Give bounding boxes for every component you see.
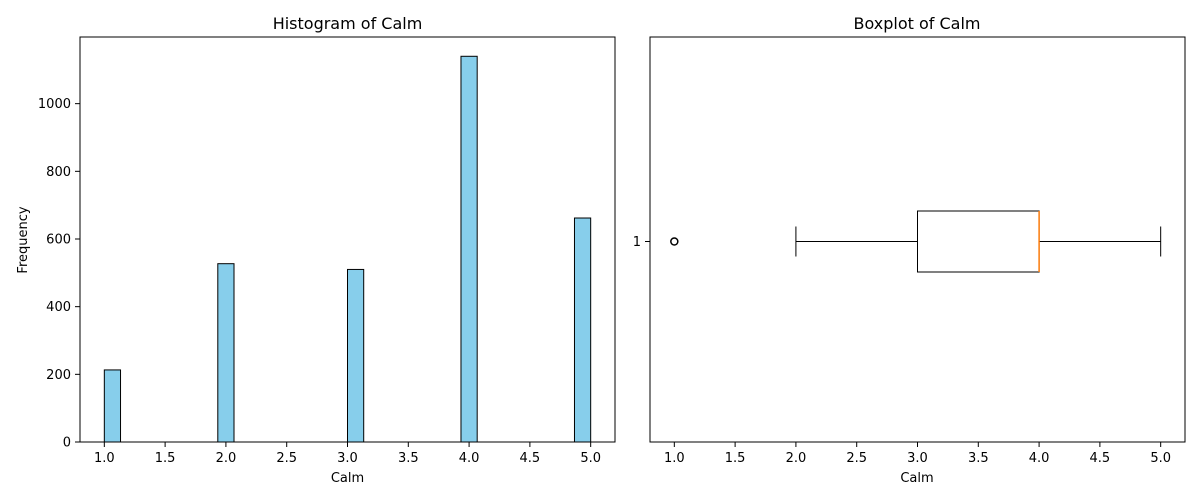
histogram-bars bbox=[103, 55, 592, 443]
boxplot-box bbox=[917, 210, 1040, 273]
boxplot-x-tick-label: 2.5 bbox=[846, 451, 867, 466]
histogram-y-tick-label: 800 bbox=[46, 165, 71, 180]
histogram-x-ticks: 1.0 1.5 2.0 2.5 3.0 3.5 4.0 4.5 5.0 bbox=[94, 442, 601, 466]
boxplot-title: Boxplot of Calm bbox=[853, 14, 980, 33]
histogram-bar bbox=[103, 369, 122, 443]
histogram-y-tick-label: 600 bbox=[46, 232, 71, 247]
histogram-title: Histogram of Calm bbox=[273, 14, 423, 33]
histogram-x-axis-label: Calm bbox=[331, 471, 364, 486]
histogram-y-tick-label: 400 bbox=[46, 300, 71, 315]
histogram-x-tick-label: 2.0 bbox=[216, 451, 237, 466]
boxplot-panel: Boxplot of Calm 1.0 1.5 2.0 2.5 3.0 3.5 4.0 4.5… bbox=[633, 14, 1186, 486]
histogram-y-tick-label: 1000 bbox=[38, 97, 71, 112]
histogram-y-tick-label: 200 bbox=[46, 368, 71, 383]
histogram-bar bbox=[573, 217, 592, 443]
boxplot-x-tick-label: 2.0 bbox=[786, 451, 807, 466]
boxplot-x-ticks: 1.0 1.5 2.0 2.5 3.0 3.5 4.0 4.5 5.0 bbox=[664, 442, 1171, 466]
histogram-x-tick-label: 4.0 bbox=[459, 451, 480, 466]
histogram-x-tick-label: 4.5 bbox=[520, 451, 541, 466]
histogram-x-tick-label: 5.0 bbox=[580, 451, 601, 466]
boxplot-x-tick-label: 4.0 bbox=[1029, 451, 1050, 466]
boxplot-y-tick-label: 1 bbox=[633, 235, 641, 250]
boxplot-x-tick-label: 4.5 bbox=[1090, 451, 1111, 466]
histogram-y-tick-label: 0 bbox=[63, 436, 71, 451]
boxplot-y-ticks: 1 bbox=[633, 235, 650, 250]
boxplot-outlier bbox=[670, 237, 679, 246]
boxplot-x-axis-label: Calm bbox=[900, 471, 933, 486]
boxplot-x-tick-label: 1.0 bbox=[664, 451, 685, 466]
histogram-bar bbox=[347, 268, 365, 443]
histogram-bar bbox=[460, 55, 478, 443]
histogram-y-ticks: 0 200 400 600 800 1000 bbox=[38, 97, 80, 451]
boxplot-x-tick-label: 3.5 bbox=[968, 451, 989, 466]
histogram-x-tick-label: 1.5 bbox=[155, 451, 176, 466]
histogram-panel: Histogram of Calm 1.0 1.5 2.0 2.5 3.0 3.5 4.0 4… bbox=[16, 14, 616, 486]
histogram-x-tick-label: 1.0 bbox=[94, 451, 115, 466]
histogram-x-tick-label: 3.5 bbox=[398, 451, 419, 466]
boxplot-elements bbox=[670, 210, 1162, 273]
histogram-x-tick-label: 3.0 bbox=[337, 451, 358, 466]
boxplot-x-tick-label: 5.0 bbox=[1150, 451, 1171, 466]
histogram-y-axis-label: Frequency bbox=[16, 206, 31, 273]
boxplot-x-tick-label: 3.0 bbox=[907, 451, 928, 466]
boxplot-x-tick-label: 1.5 bbox=[725, 451, 746, 466]
histogram-x-tick-label: 2.5 bbox=[276, 451, 297, 466]
histogram-bar bbox=[217, 263, 235, 443]
